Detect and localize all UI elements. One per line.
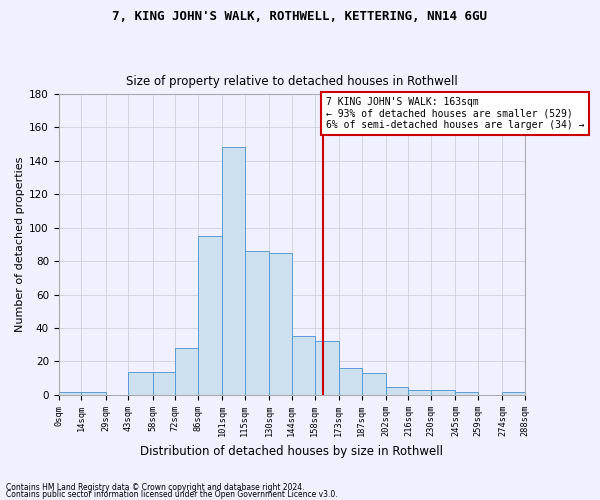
Text: Contains public sector information licensed under the Open Government Licence v3: Contains public sector information licen… (6, 490, 338, 499)
Bar (339, 368, 362, 395)
Bar (386, 386, 409, 395)
Bar (409, 390, 431, 395)
Bar (222, 148, 245, 395)
Text: Contains HM Land Registry data © Crown copyright and database right 2024.: Contains HM Land Registry data © Crown c… (6, 484, 305, 492)
Bar (128, 372, 152, 395)
Bar (59, 392, 82, 395)
Bar (314, 342, 339, 395)
Text: 7 KING JOHN'S WALK: 163sqm
← 93% of detached houses are smaller (529)
6% of semi: 7 KING JOHN'S WALK: 163sqm ← 93% of deta… (326, 97, 584, 130)
Y-axis label: Number of detached properties: Number of detached properties (15, 156, 25, 332)
Title: Size of property relative to detached houses in Rothwell: Size of property relative to detached ho… (126, 76, 458, 88)
Bar (269, 253, 292, 395)
Bar (152, 372, 175, 395)
X-axis label: Distribution of detached houses by size in Rothwell: Distribution of detached houses by size … (140, 444, 443, 458)
Bar (502, 392, 525, 395)
Bar (362, 373, 386, 395)
Bar (175, 348, 198, 395)
Text: 7, KING JOHN'S WALK, ROTHWELL, KETTERING, NN14 6GU: 7, KING JOHN'S WALK, ROTHWELL, KETTERING… (113, 10, 487, 23)
Bar (245, 251, 269, 395)
Bar (455, 392, 478, 395)
Bar (292, 336, 314, 395)
Bar (82, 392, 106, 395)
Bar (431, 390, 455, 395)
Bar (198, 236, 222, 395)
